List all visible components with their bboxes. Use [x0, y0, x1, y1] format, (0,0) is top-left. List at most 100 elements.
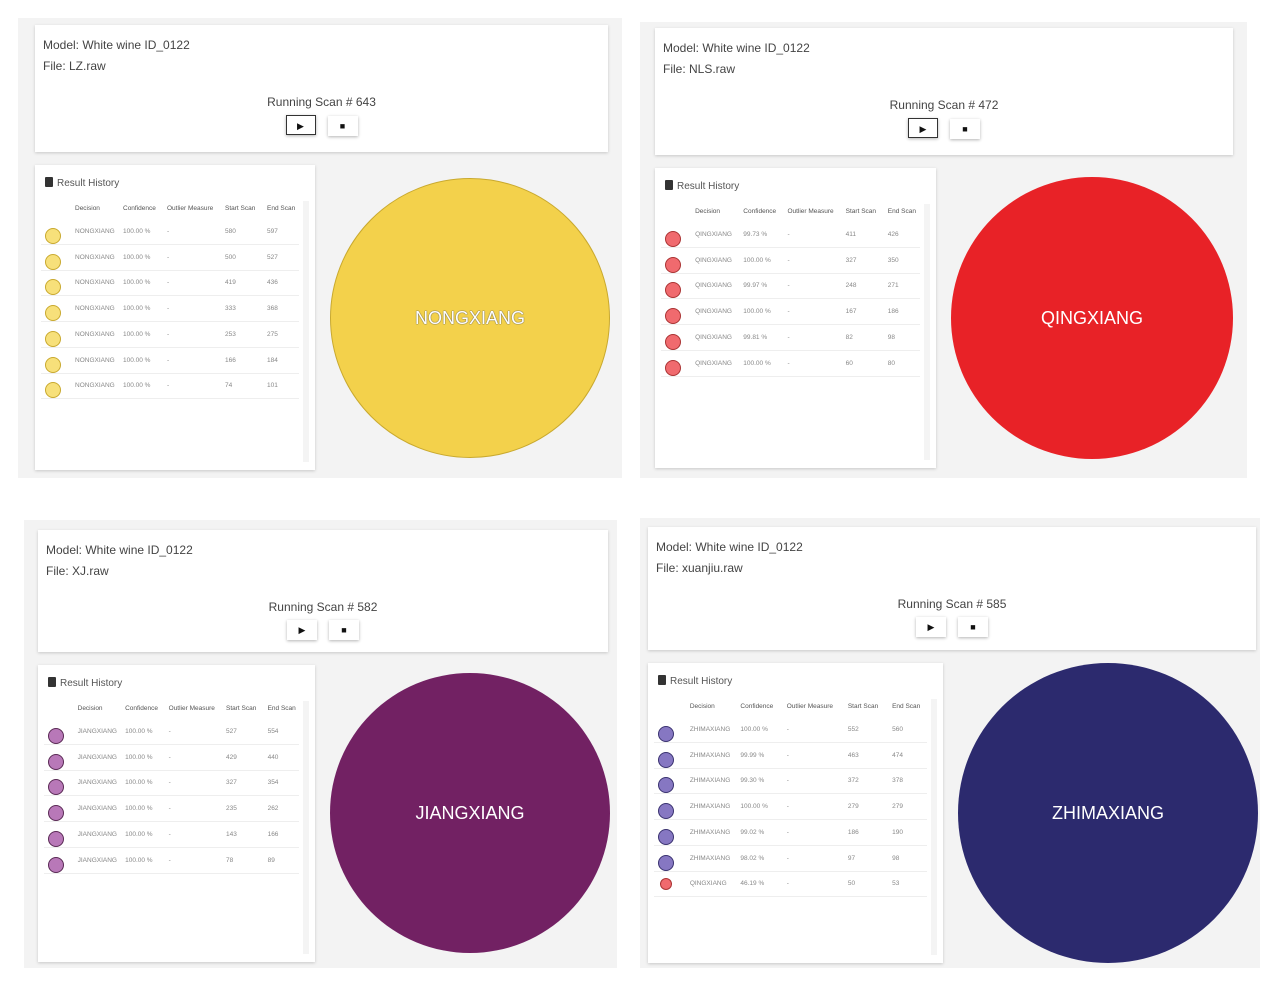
column-header-confidence[interactable]: Confidence: [743, 208, 777, 215]
cell-outlier-measure: -: [168, 805, 171, 813]
table-row[interactable]: QINGXIANG 99.73 % - 411 426: [661, 222, 920, 248]
column-header-outlier-measure[interactable]: Outlier Measure: [786, 703, 833, 710]
play-button[interactable]: ▶: [285, 115, 316, 135]
table-row[interactable]: JIANGXIANG 100.00 % - 327 354: [44, 770, 299, 797]
column-header-start-scan[interactable]: Start Scan: [847, 703, 879, 710]
cell-outlier-measure: -: [167, 305, 170, 313]
table-row[interactable]: QINGXIANG 100.00 % - 60 80: [661, 351, 920, 377]
table-row[interactable]: JIANGXIANG 100.00 % - 527 554: [44, 719, 299, 745]
status-dot: [48, 805, 64, 822]
play-button[interactable]: ▶: [287, 620, 317, 640]
scrollbar[interactable]: [303, 701, 309, 954]
table-row[interactable]: QINGXIANG 99.97 % - 248 271: [661, 273, 920, 300]
stop-button[interactable]: ■: [950, 119, 980, 139]
column-header-end-scan[interactable]: End Scan: [267, 705, 296, 712]
cell-end-scan: 101: [267, 382, 278, 390]
column-header-confidence[interactable]: Confidence: [740, 703, 774, 710]
result-history-title: Result History: [665, 180, 739, 192]
column-header-decision[interactable]: Decision: [77, 705, 103, 712]
cell-decision: ZHIMAXIANG: [689, 828, 731, 836]
model-label: Model: White wine ID_0122: [656, 540, 803, 554]
table-row[interactable]: ZHIMAXIANG 99.02 % - 186 190: [654, 820, 927, 846]
table-row[interactable]: NONGXIANG 100.00 % - 166 184: [41, 348, 299, 374]
table-row[interactable]: JIANGXIANG 100.00 % - 429 440: [44, 745, 299, 771]
cell-start-scan: 78: [226, 856, 234, 864]
cell-outlier-measure: -: [168, 753, 171, 761]
cell-confidence: 99.99 %: [740, 751, 765, 759]
column-header-decision[interactable]: Decision: [689, 703, 715, 710]
column-header-decision[interactable]: Decision: [75, 205, 100, 212]
result-label: QINGXIANG: [1040, 307, 1143, 328]
cell-outlier-measure: -: [167, 330, 170, 338]
status-dot: [45, 356, 61, 373]
column-header-end-scan[interactable]: End Scan: [267, 205, 296, 212]
table-row[interactable]: NONGXIANG 100.00 % - 333 368: [41, 296, 299, 323]
column-header-end-scan[interactable]: End Scan: [892, 703, 921, 710]
table-row[interactable]: ZHIMAXIANG 100.00 % - 279 279: [654, 794, 927, 821]
cell-decision: NONGXIANG: [75, 305, 115, 313]
result-history-label: Result History: [677, 181, 740, 192]
model-label: Model: White wine ID_0122: [663, 41, 810, 55]
cell-decision: QINGXIANG: [695, 333, 732, 341]
result-history-card: Result History Decision Confidence Outlier …: [648, 663, 943, 963]
cell-confidence: 100.00 %: [740, 803, 768, 811]
table-row[interactable]: NONGXIANG 100.00 % - 253 275: [41, 322, 299, 348]
cell-confidence: 100.00 %: [743, 256, 771, 264]
table-row[interactable]: QINGXIANG 100.00 % - 327 350: [661, 248, 920, 274]
table-row[interactable]: NONGXIANG 100.00 % - 580 597: [41, 219, 299, 245]
result-circle: QINGXIANG: [951, 177, 1233, 459]
cell-end-scan: 527: [267, 253, 278, 261]
cell-start-scan: 248: [845, 282, 857, 290]
table-row[interactable]: ZHIMAXIANG 99.30 % - 372 378: [654, 768, 927, 795]
column-header-outlier-measure[interactable]: Outlier Measure: [167, 205, 214, 212]
status-dot: [658, 803, 674, 820]
cell-outlier-measure: -: [786, 726, 789, 733]
table-row[interactable]: QINGXIANG 46.19 % - 50 53: [654, 871, 927, 898]
column-header-outlier-measure[interactable]: Outlier Measure: [787, 208, 834, 215]
column-header-end-scan[interactable]: End Scan: [887, 208, 916, 215]
column-header-start-scan[interactable]: Start Scan: [845, 208, 877, 215]
column-header-decision[interactable]: Decision: [695, 208, 721, 215]
table-row[interactable]: NONGXIANG 100.00 % - 74 101: [41, 373, 299, 400]
cell-outlier-measure: -: [786, 803, 789, 811]
stop-button[interactable]: ■: [958, 617, 988, 637]
column-header-confidence[interactable]: Confidence: [125, 705, 158, 712]
cell-start-scan: 419: [225, 279, 236, 287]
cell-start-scan: 235: [226, 805, 237, 813]
cell-outlier-measure: -: [167, 356, 170, 364]
table-row[interactable]: JIANGXIANG 100.00 % - 235 262: [44, 796, 299, 823]
cell-confidence: 100.00 %: [123, 330, 151, 338]
cell-confidence: 99.97 %: [743, 282, 768, 290]
cell-start-scan: 60: [845, 359, 853, 367]
column-header-confidence[interactable]: Confidence: [123, 205, 156, 212]
result-circle: NONGXIANG: [330, 178, 610, 458]
column-header-start-scan[interactable]: Start Scan: [225, 205, 256, 212]
cell-start-scan: 333: [225, 305, 236, 313]
cell-end-scan: 271: [887, 282, 899, 290]
table-row[interactable]: QINGXIANG 100.00 % - 167 186: [661, 299, 920, 326]
column-header-outlier-measure[interactable]: Outlier Measure: [168, 705, 215, 712]
table-row[interactable]: NONGXIANG 100.00 % - 500 527: [41, 245, 299, 271]
table-row[interactable]: ZHIMAXIANG 98.02 % - 97 98: [654, 846, 927, 872]
table-row[interactable]: ZHIMAXIANG 100.00 % - 552 560: [654, 717, 927, 743]
table-row[interactable]: NONGXIANG 100.00 % - 419 436: [41, 270, 299, 297]
column-header-start-scan[interactable]: Start Scan: [226, 705, 257, 712]
cell-confidence: 100.00 %: [125, 753, 153, 761]
scrollbar[interactable]: [931, 699, 937, 955]
table-row[interactable]: JIANGXIANG 100.00 % - 78 89: [44, 848, 299, 874]
table-row[interactable]: JIANGXIANG 100.00 % - 143 166: [44, 822, 299, 848]
scrollbar[interactable]: [303, 201, 309, 462]
stop-button[interactable]: ■: [327, 116, 358, 136]
cell-start-scan: 166: [225, 356, 236, 364]
table-row[interactable]: ZHIMAXIANG 99.99 % - 463 474: [654, 743, 927, 769]
stop-button[interactable]: ■: [329, 620, 359, 640]
cell-end-scan: 80: [887, 359, 896, 367]
play-button[interactable]: ▶: [916, 617, 946, 637]
table-row[interactable]: QINGXIANG 99.81 % - 82 98: [661, 325, 920, 351]
cell-outlier-measure: -: [787, 308, 790, 316]
cell-end-scan: 53: [892, 880, 900, 888]
cell-confidence: 100.00 %: [125, 728, 153, 735]
scrollbar[interactable]: [924, 204, 930, 460]
cell-decision: ZHIMAXIANG: [689, 726, 731, 733]
play-button[interactable]: ▶: [908, 118, 938, 138]
